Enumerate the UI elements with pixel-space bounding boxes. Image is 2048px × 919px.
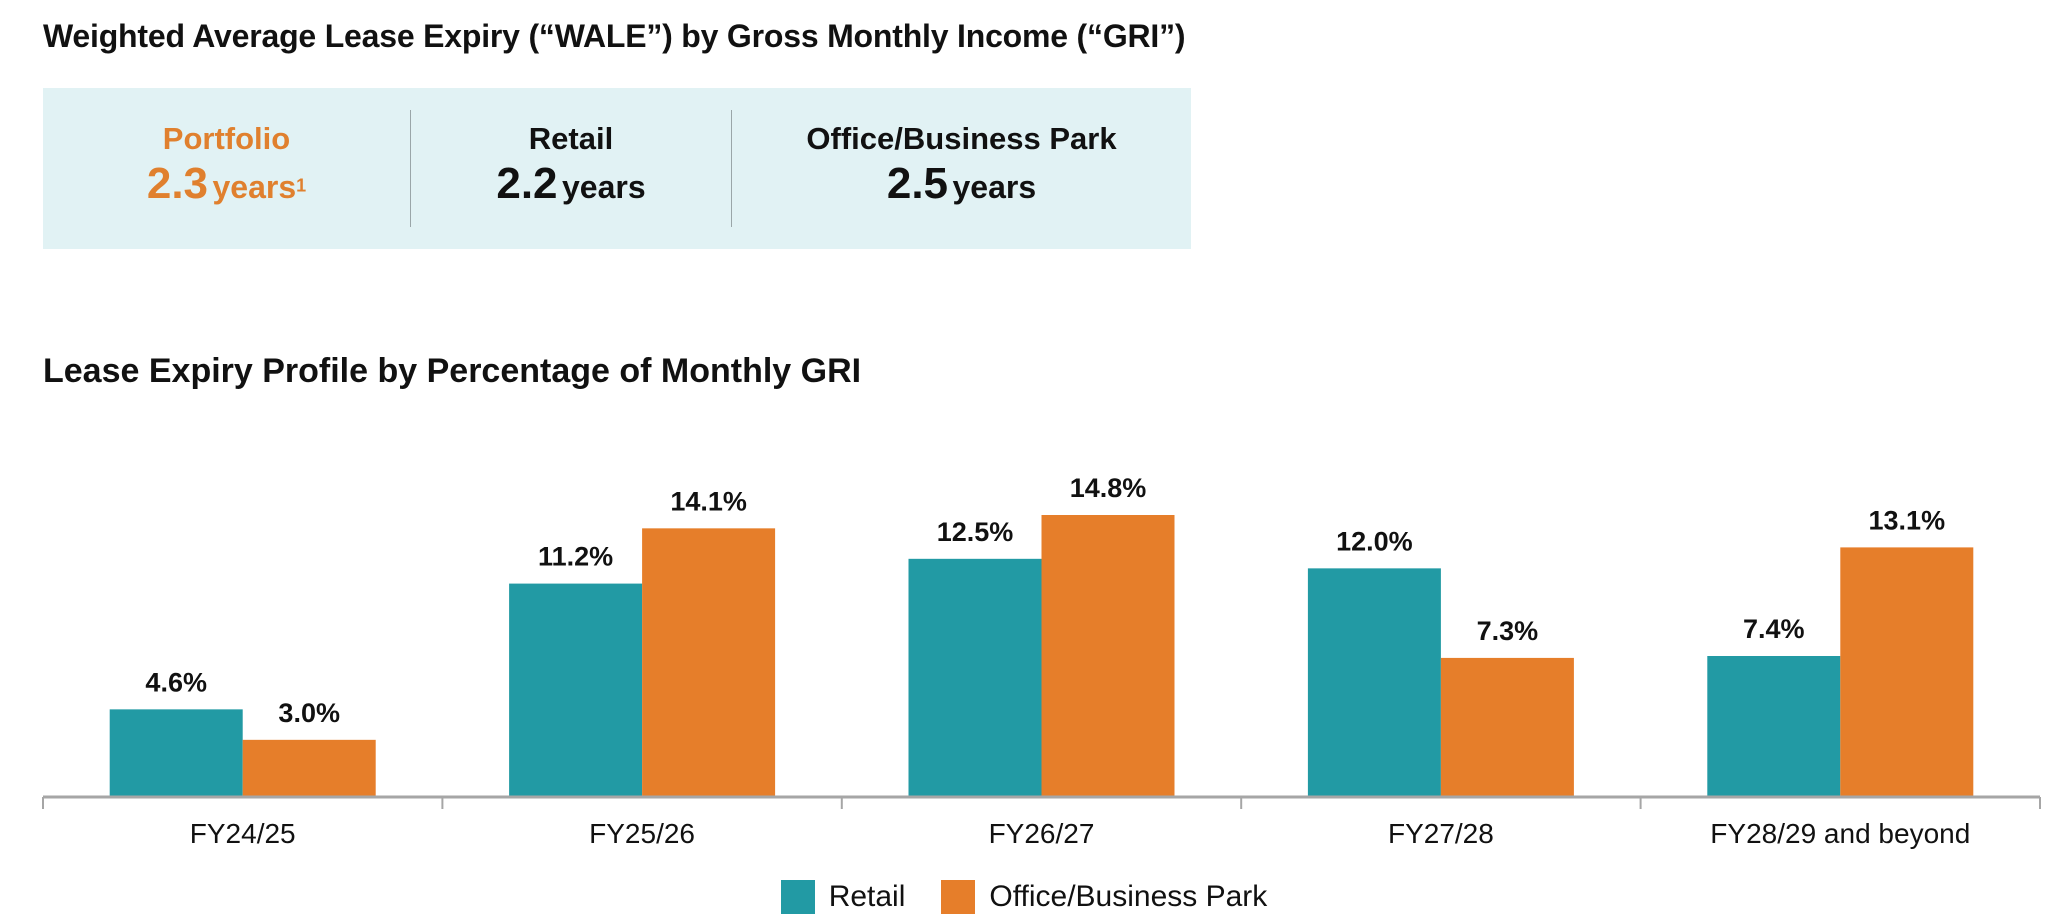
- wale-retail-unit: years: [561, 168, 646, 205]
- x-tick-label: FY24/25: [190, 818, 296, 849]
- bar-office[interactable]: [642, 528, 776, 797]
- legend-swatch-retail: [780, 880, 815, 914]
- legend-label-office: Office/Business Park: [989, 880, 1268, 913]
- wale-office-value: 2.5: [886, 158, 949, 208]
- bar-retail[interactable]: [908, 558, 1042, 797]
- wale-portfolio-label: Portfolio: [162, 120, 291, 156]
- legend-item-office[interactable]: Office/Business Park: [941, 880, 1267, 914]
- wale-summary-box: Portfolio 2.3 years1 Retail 2.2 years Of…: [43, 88, 1191, 249]
- x-tick-label: FY26/27: [989, 818, 1095, 849]
- data-label-office: 14.1%: [670, 486, 747, 516]
- legend-label-retail: Retail: [828, 880, 906, 913]
- x-tick-label: FY25/26: [589, 818, 695, 849]
- wale-retail: Retail 2.2 years: [411, 88, 731, 249]
- wale-portfolio-value: 2.3: [146, 158, 209, 208]
- divider: [410, 110, 411, 227]
- bar-office[interactable]: [1840, 547, 1974, 797]
- x-tick-label: FY28/29 and beyond: [1710, 818, 1970, 849]
- data-label-retail: 12.0%: [1336, 526, 1413, 556]
- wale-retail-label: Retail: [528, 120, 614, 156]
- legend-swatch-office: [941, 880, 976, 914]
- bar-office[interactable]: [242, 739, 376, 797]
- legend-item-retail[interactable]: Retail: [780, 880, 906, 914]
- page-title: Weighted Average Lease Expiry (“WALE”) b…: [43, 18, 1186, 54]
- bar-retail[interactable]: [509, 583, 643, 797]
- bar-retail[interactable]: [109, 709, 243, 797]
- data-label-retail: 12.5%: [937, 517, 1014, 547]
- wale-office-label: Office/Business Park: [806, 120, 1117, 156]
- wale-portfolio: Portfolio 2.3 years1: [43, 88, 410, 249]
- wale-portfolio-value-row: 2.3 years1: [147, 159, 306, 219]
- data-label-office: 7.3%: [1477, 616, 1539, 646]
- data-label-retail: 11.2%: [538, 542, 613, 572]
- wale-office: Office/Business Park 2.5 years: [732, 88, 1191, 249]
- wale-retail-value-row: 2.2 years: [496, 159, 645, 219]
- data-label-office: 14.8%: [1070, 473, 1147, 503]
- wale-office-unit: years: [952, 168, 1037, 205]
- wale-portfolio-unit: years: [212, 168, 297, 205]
- bar-retail[interactable]: [1707, 656, 1841, 797]
- bar-office[interactable]: [1041, 515, 1175, 797]
- data-label-office: 13.1%: [1869, 505, 1946, 535]
- wale-retail-value: 2.2: [496, 158, 558, 208]
- bar-office[interactable]: [1440, 657, 1574, 797]
- chart-title: Lease Expiry Profile by Percentage of Mo…: [43, 352, 862, 390]
- chart-legend: Retail Office/Business Park: [0, 880, 2048, 914]
- data-label-office: 3.0%: [278, 698, 340, 728]
- wale-office-value-row: 2.5 years: [887, 159, 1036, 219]
- x-tick-label: FY27/28: [1388, 818, 1494, 849]
- divider: [731, 110, 732, 227]
- data-label-retail: 7.4%: [1743, 614, 1805, 644]
- data-label-retail: 4.6%: [145, 667, 207, 697]
- bar-retail[interactable]: [1307, 568, 1441, 797]
- wale-portfolio-footnote: 1: [296, 175, 307, 196]
